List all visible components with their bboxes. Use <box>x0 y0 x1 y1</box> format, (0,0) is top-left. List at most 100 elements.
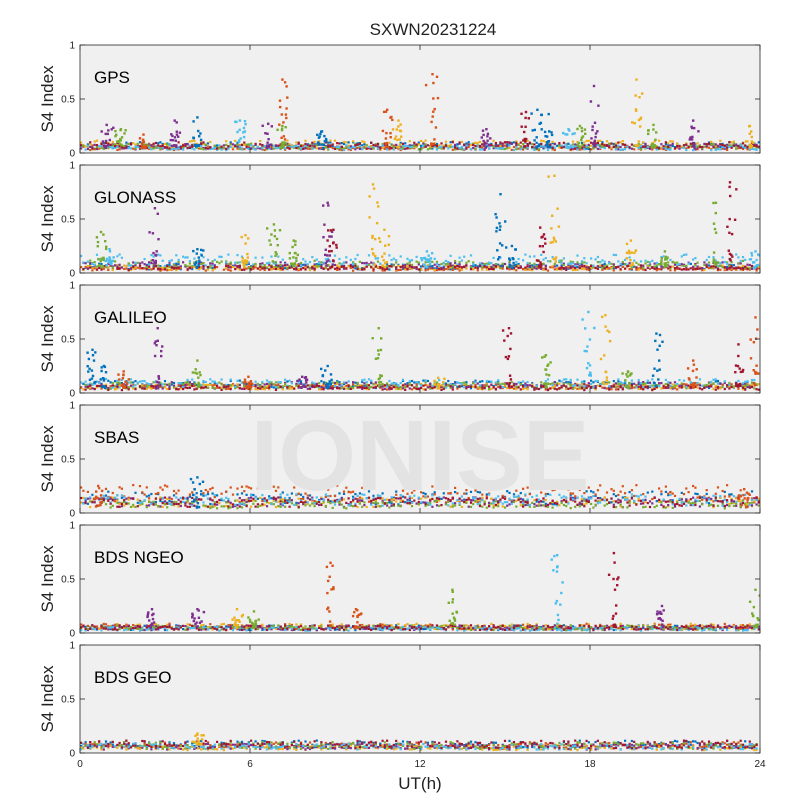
data-point <box>349 148 352 151</box>
data-point <box>252 147 255 150</box>
data-point <box>483 141 486 144</box>
data-point <box>617 144 620 147</box>
data-point <box>93 388 96 391</box>
spike-peak <box>587 310 590 314</box>
data-point <box>295 382 298 386</box>
data-point <box>488 262 491 265</box>
data-point <box>610 385 613 388</box>
data-point <box>648 267 652 270</box>
data-point <box>247 381 250 384</box>
data-point <box>345 141 348 144</box>
data-point <box>399 147 402 150</box>
data-point <box>440 142 443 145</box>
data-point <box>91 262 94 265</box>
data-point <box>299 380 303 383</box>
data-point <box>531 267 534 270</box>
data-point <box>145 266 148 269</box>
data-point <box>89 148 92 152</box>
data-point <box>114 380 117 383</box>
data-point <box>639 145 643 148</box>
data-point <box>276 244 279 247</box>
data-point <box>263 148 266 152</box>
data-point <box>712 265 715 268</box>
data-point <box>308 261 312 264</box>
data-point <box>750 135 753 139</box>
data-point <box>216 148 219 151</box>
data-point <box>123 385 126 389</box>
data-point <box>621 382 624 385</box>
data-point <box>234 120 237 123</box>
data-point <box>177 258 180 261</box>
data-point <box>413 146 416 149</box>
data-point <box>236 145 239 148</box>
data-point <box>179 382 182 385</box>
data-point <box>596 130 599 133</box>
data-point <box>687 386 690 389</box>
data-point <box>698 378 701 381</box>
data-point <box>102 267 105 270</box>
data-point <box>637 387 640 391</box>
data-point <box>321 374 324 378</box>
data-point <box>374 144 377 147</box>
data-point <box>319 132 322 136</box>
data-point <box>510 386 513 389</box>
data-point <box>644 386 647 389</box>
data-point <box>229 378 232 381</box>
data-point <box>750 130 753 133</box>
data-point <box>599 383 602 386</box>
data-point <box>571 146 575 149</box>
data-point <box>685 383 688 386</box>
data-point <box>109 385 112 388</box>
data-point <box>483 265 486 268</box>
data-point <box>413 266 416 269</box>
data-point <box>480 136 483 139</box>
data-point <box>571 132 574 136</box>
data-point <box>197 381 200 385</box>
data-point <box>374 257 377 260</box>
data-point <box>626 384 629 387</box>
data-point <box>486 135 489 138</box>
data-point <box>531 264 534 267</box>
data-point <box>229 388 232 391</box>
data-point <box>118 142 122 145</box>
data-point <box>648 261 652 264</box>
data-point <box>347 384 350 387</box>
data-point <box>330 230 334 233</box>
data-point <box>703 384 706 387</box>
data-point <box>254 262 257 266</box>
data-point <box>551 382 554 385</box>
spike-peak <box>238 119 242 122</box>
data-point <box>431 266 434 270</box>
data-point <box>145 387 148 390</box>
data-point <box>86 383 89 386</box>
data-point <box>750 254 754 257</box>
data-point <box>159 145 162 148</box>
spike-peak <box>499 193 502 196</box>
data-point <box>399 129 403 133</box>
data-point <box>590 266 593 270</box>
data-point <box>719 387 722 390</box>
data-point <box>485 379 488 383</box>
data-point <box>225 385 228 388</box>
data-point <box>218 381 221 384</box>
data-point <box>426 266 429 269</box>
data-point <box>644 142 647 145</box>
data-point <box>567 146 570 150</box>
data-point <box>422 384 425 387</box>
data-point <box>544 135 547 138</box>
data-point <box>436 383 439 386</box>
data-point <box>660 257 663 260</box>
data-point <box>297 382 300 385</box>
data-point <box>730 261 733 264</box>
data-point <box>650 146 654 149</box>
data-point <box>118 265 121 269</box>
data-point <box>658 263 661 266</box>
data-point <box>179 385 182 388</box>
data-point <box>605 382 609 385</box>
data-point <box>116 140 119 143</box>
data-point <box>408 261 411 264</box>
data-point <box>315 384 318 387</box>
data-point <box>726 146 729 149</box>
data-point <box>692 258 695 261</box>
data-point <box>103 385 106 388</box>
